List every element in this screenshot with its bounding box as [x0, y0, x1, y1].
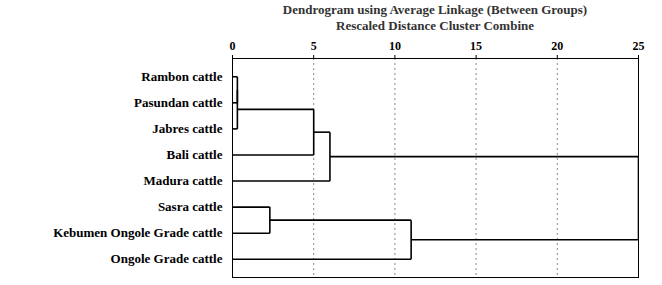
svg-text:25: 25 — [633, 39, 645, 53]
svg-text:Kebumen Ongole Grade cattle: Kebumen Ongole Grade cattle — [53, 225, 223, 240]
svg-text:15: 15 — [470, 39, 482, 53]
svg-text:Jabres cattle: Jabres cattle — [152, 121, 222, 136]
svg-text:Ongole Grade cattle: Ongole Grade cattle — [111, 251, 223, 266]
svg-text:Sasra cattle: Sasra cattle — [158, 199, 223, 214]
html-text:Dendrogram using Average Linka: Dendrogram using Average Linkage (Betwee… — [282, 2, 588, 17]
svg-text:Madura cattle: Madura cattle — [143, 173, 222, 188]
svg-text:Pasundan cattle: Pasundan cattle — [134, 95, 223, 110]
svg-text:5: 5 — [311, 39, 317, 53]
svg-text:Bali cattle: Bali cattle — [167, 147, 223, 162]
html-text:Rescaled Distance Cluster Comb: Rescaled Distance Cluster Combine — [336, 18, 534, 33]
svg-text:0: 0 — [230, 39, 236, 53]
svg-text:Rambon cattle: Rambon cattle — [141, 69, 222, 84]
svg-text:20: 20 — [551, 39, 563, 53]
svg-text:10: 10 — [389, 39, 401, 53]
